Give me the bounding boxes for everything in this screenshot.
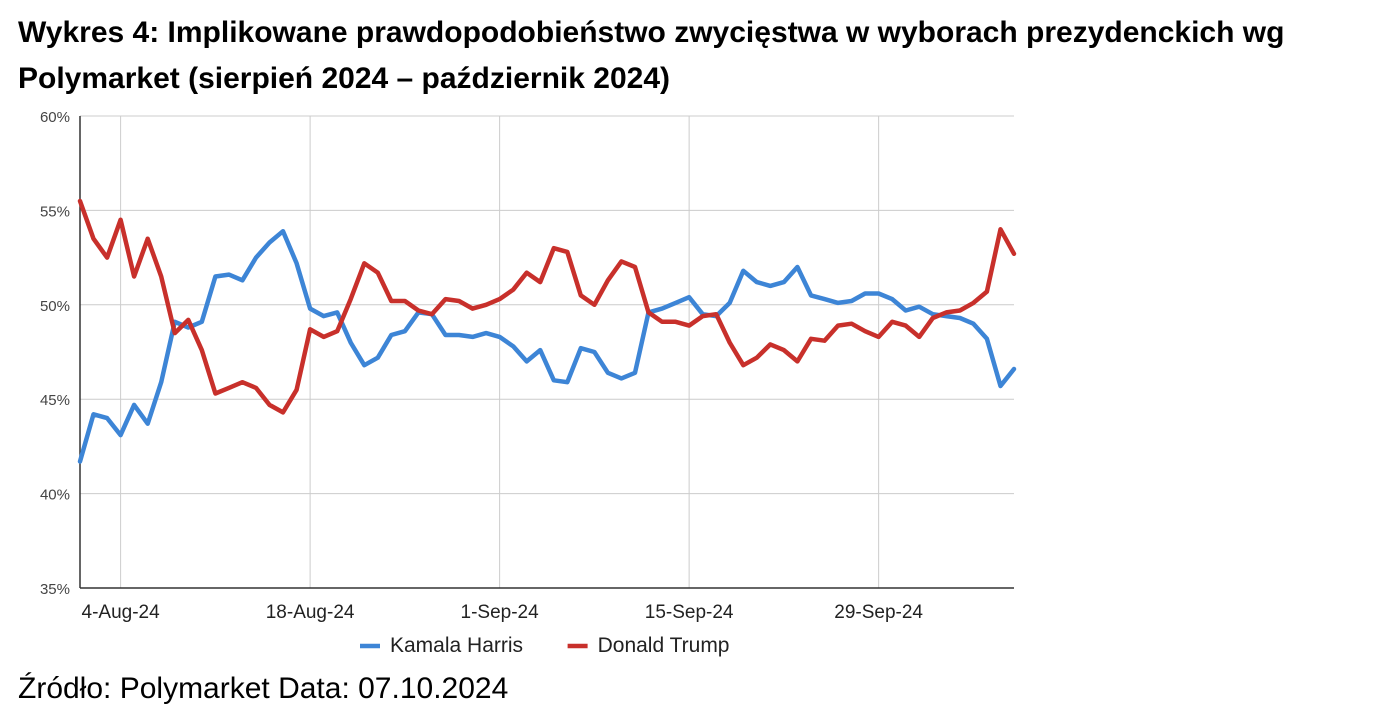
grid-lines	[80, 115, 1014, 589]
x-tick-label: 29-Sep-24	[834, 602, 923, 623]
series-lines	[77, 198, 1017, 464]
x-axis: 4-Aug-24 18-Aug-24 1-Sep-24 15-Sep-24 29-Sep…	[80, 587, 1014, 623]
chart-title: Wykres 4: Implikowane prawdopodobieństwo…	[18, 16, 1285, 95]
y-tick-label: 50%	[40, 298, 70, 315]
y-tick-label: 45%	[40, 392, 70, 409]
line-chart: 35% 40% 45% 50% 55% 60% 4-Aug-24 18-Aug-24 1-Se…	[40, 109, 1017, 657]
y-tick-label: 40%	[40, 487, 70, 504]
x-tick-label: 4-Aug-24	[82, 602, 161, 623]
y-tick-label: 35%	[40, 581, 70, 598]
series-line	[77, 228, 1017, 464]
x-tick-label: 15-Sep-24	[645, 602, 734, 623]
y-axis: 35% 40% 45% 50% 55% 60%	[40, 109, 81, 598]
legend-label: Kamala Harris	[390, 634, 523, 657]
source-note: Źródło: Polymarket Data: 07.10.2024	[18, 672, 509, 705]
series-line	[77, 198, 1017, 415]
x-tick-label: 18-Aug-24	[266, 602, 355, 623]
y-tick-label: 60%	[40, 109, 70, 126]
y-tick-label: 55%	[40, 203, 70, 220]
x-tick-label: 1-Sep-24	[461, 602, 540, 623]
legend-label: Donald Trump	[598, 634, 730, 657]
legend: Kamala Harris Donald Trump	[360, 634, 730, 657]
